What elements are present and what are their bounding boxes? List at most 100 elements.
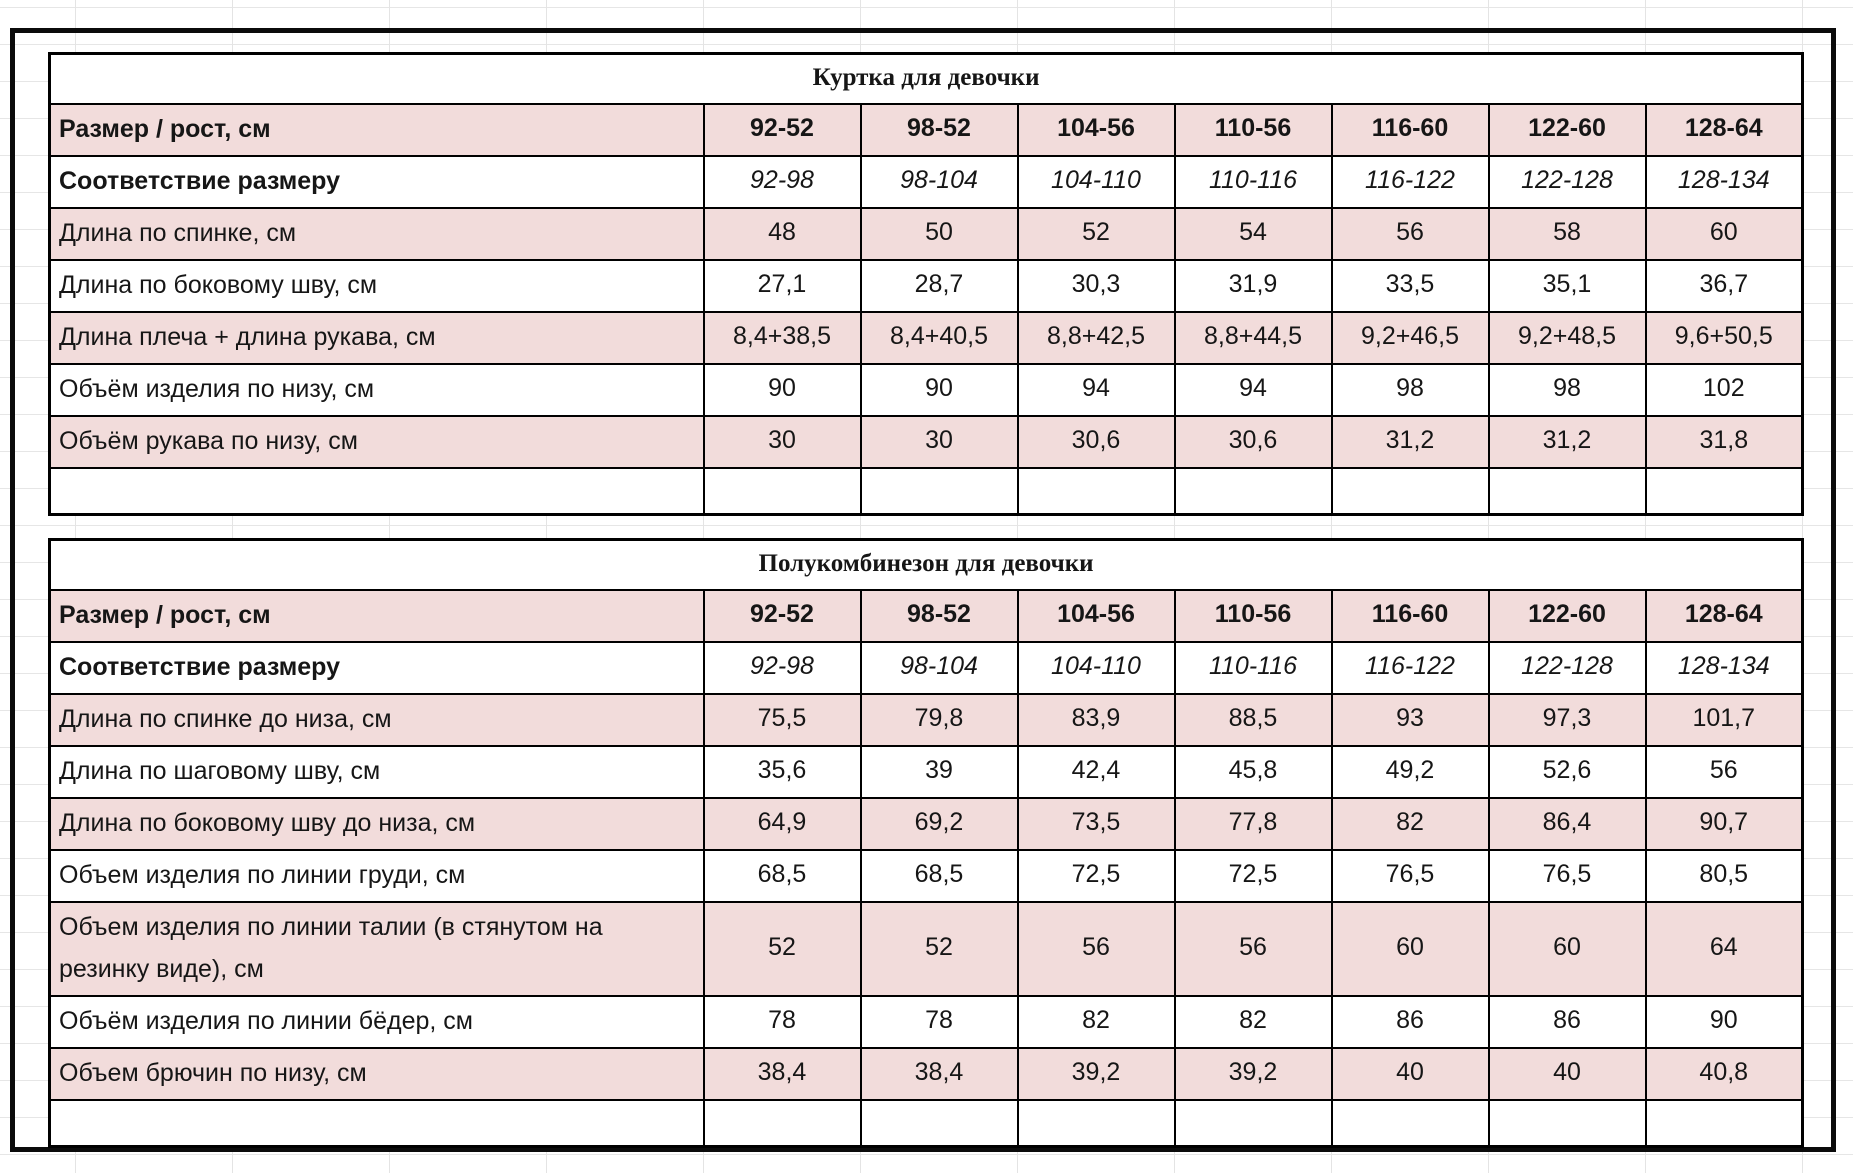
measure-value-cell[interactable]: 90,7 [1644,796,1804,851]
measure-value-cell[interactable]: 90 [702,362,862,417]
table-title-cell[interactable]: Полукомбинезон для девочки [48,538,1804,591]
measure-value-cell[interactable]: 38,4 [859,1046,1019,1101]
empty-cell[interactable] [1173,466,1333,516]
size-value-cell[interactable]: 122-60 [1487,588,1647,643]
measure-value-cell[interactable]: 52 [859,900,1019,997]
measure-value-cell[interactable]: 97,3 [1487,692,1647,747]
measure-value-cell[interactable]: 60 [1330,900,1490,997]
measure-value-cell[interactable]: 40 [1330,1046,1490,1101]
measure-value-cell[interactable]: 101,7 [1644,692,1804,747]
conformity-value-cell[interactable]: 116-122 [1330,154,1490,209]
measure-value-cell[interactable]: 50 [859,206,1019,261]
measure-value-cell[interactable]: 30 [702,414,862,469]
size-value-cell[interactable]: 128-64 [1644,102,1804,157]
conformity-value-cell[interactable]: 128-134 [1644,154,1804,209]
measure-value-cell[interactable]: 60 [1644,206,1804,261]
empty-cell[interactable] [1644,466,1804,516]
empty-cell[interactable] [702,1098,862,1148]
empty-cell[interactable] [859,466,1019,516]
size-value-cell[interactable]: 92-52 [702,102,862,157]
measure-value-cell[interactable]: 49,2 [1330,744,1490,799]
measure-value-cell[interactable]: 93 [1330,692,1490,747]
empty-cell[interactable] [1487,1098,1647,1148]
measure-label-cell[interactable]: Объём рукава по низу, см [48,414,705,469]
conformity-value-cell[interactable]: 92-98 [702,640,862,695]
measure-value-cell[interactable]: 48 [702,206,862,261]
measure-value-cell[interactable]: 64 [1644,900,1804,997]
measure-value-cell[interactable]: 54 [1173,206,1333,261]
measure-value-cell[interactable]: 102 [1644,362,1804,417]
measure-value-cell[interactable]: 76,5 [1330,848,1490,903]
measure-value-cell[interactable]: 40,8 [1644,1046,1804,1101]
size-value-cell[interactable]: 92-52 [702,588,862,643]
measure-value-cell[interactable]: 56 [1016,900,1176,997]
measure-value-cell[interactable]: 31,8 [1644,414,1804,469]
conformity-value-cell[interactable]: 122-128 [1487,154,1647,209]
measure-value-cell[interactable]: 56 [1330,206,1490,261]
size-value-cell[interactable]: 110-56 [1173,588,1333,643]
size-value-cell[interactable]: 98-52 [859,102,1019,157]
size-value-cell[interactable]: 128-64 [1644,588,1804,643]
measure-value-cell[interactable]: 52 [1016,206,1176,261]
measure-value-cell[interactable]: 73,5 [1016,796,1176,851]
conformity-value-cell[interactable]: 104-110 [1016,154,1176,209]
table-title-cell[interactable]: Куртка для девочки [48,52,1804,105]
size-value-cell[interactable]: 122-60 [1487,102,1647,157]
measure-label-cell[interactable]: Объем изделия по линии талии (в стянутом… [48,900,705,997]
measure-value-cell[interactable]: 36,7 [1644,258,1804,313]
measure-value-cell[interactable]: 64,9 [702,796,862,851]
measure-value-cell[interactable]: 8,4+40,5 [859,310,1019,365]
conformity-value-cell[interactable]: 122-128 [1487,640,1647,695]
measure-value-cell[interactable]: 56 [1644,744,1804,799]
measure-label-cell[interactable]: Объем изделия по линии груди, см [48,848,705,903]
conformity-value-cell[interactable]: 104-110 [1016,640,1176,695]
measure-value-cell[interactable]: 83,9 [1016,692,1176,747]
measure-value-cell[interactable]: 38,4 [702,1046,862,1101]
conformity-value-cell[interactable]: 110-116 [1173,154,1333,209]
size-row-label-cell[interactable]: Размер / рост, см [48,588,705,643]
measure-value-cell[interactable]: 52,6 [1487,744,1647,799]
measure-value-cell[interactable]: 27,1 [702,258,862,313]
measure-value-cell[interactable]: 31,2 [1487,414,1647,469]
size-value-cell[interactable]: 104-56 [1016,102,1176,157]
measure-value-cell[interactable]: 90 [1644,994,1804,1049]
measure-value-cell[interactable]: 72,5 [1016,848,1176,903]
measure-value-cell[interactable]: 75,5 [702,692,862,747]
empty-cell[interactable] [48,466,705,516]
conformity-row-label-cell[interactable]: Соответствие размеру [48,154,705,209]
measure-value-cell[interactable]: 30,6 [1173,414,1333,469]
measure-value-cell[interactable]: 58 [1487,206,1647,261]
conformity-value-cell[interactable]: 98-104 [859,154,1019,209]
measure-label-cell[interactable]: Длина по шаговому шву, см [48,744,705,799]
size-value-cell[interactable]: 116-60 [1330,588,1490,643]
empty-cell[interactable] [1644,1098,1804,1148]
measure-value-cell[interactable]: 82 [1016,994,1176,1049]
measure-value-cell[interactable]: 52 [702,900,862,997]
size-value-cell[interactable]: 104-56 [1016,588,1176,643]
measure-value-cell[interactable]: 39 [859,744,1019,799]
measure-label-cell[interactable]: Длина по спинке, см [48,206,705,261]
empty-cell[interactable] [1487,466,1647,516]
measure-value-cell[interactable]: 98 [1330,362,1490,417]
empty-cell[interactable] [859,1098,1019,1148]
measure-label-cell[interactable]: Длина по боковому шву до низа, см [48,796,705,851]
measure-label-cell[interactable]: Объём изделия по низу, см [48,362,705,417]
empty-cell[interactable] [1016,466,1176,516]
measure-value-cell[interactable]: 68,5 [702,848,862,903]
measure-value-cell[interactable]: 77,8 [1173,796,1333,851]
measure-value-cell[interactable]: 68,5 [859,848,1019,903]
conformity-value-cell[interactable]: 128-134 [1644,640,1804,695]
measure-value-cell[interactable]: 94 [1016,362,1176,417]
conformity-value-cell[interactable]: 116-122 [1330,640,1490,695]
measure-value-cell[interactable]: 35,1 [1487,258,1647,313]
size-value-cell[interactable]: 98-52 [859,588,1019,643]
measure-value-cell[interactable]: 94 [1173,362,1333,417]
measure-value-cell[interactable]: 30,6 [1016,414,1176,469]
measure-value-cell[interactable]: 82 [1330,796,1490,851]
measure-value-cell[interactable]: 86 [1330,994,1490,1049]
conformity-value-cell[interactable]: 110-116 [1173,640,1333,695]
empty-cell[interactable] [1016,1098,1176,1148]
measure-value-cell[interactable]: 72,5 [1173,848,1333,903]
measure-value-cell[interactable]: 76,5 [1487,848,1647,903]
measure-value-cell[interactable]: 88,5 [1173,692,1333,747]
